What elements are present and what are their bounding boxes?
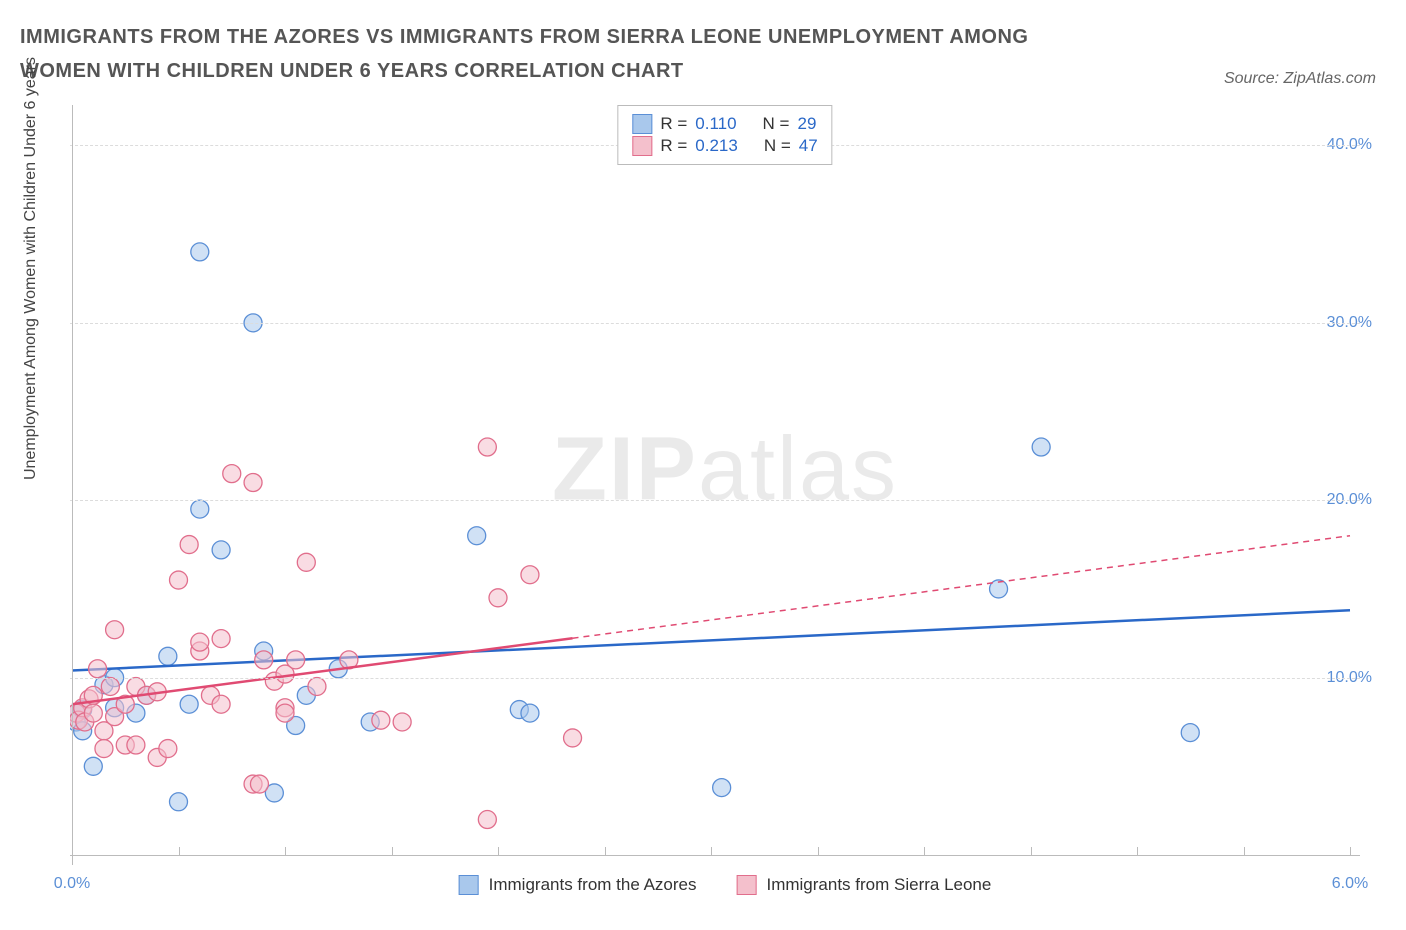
x-tick-mark: [498, 847, 499, 855]
y-axis-line: [72, 105, 73, 865]
data-point-sierra_leone: [308, 677, 326, 695]
data-point-sierra_leone: [106, 621, 124, 639]
data-point-azores: [1181, 724, 1199, 742]
x-tick-mark: [179, 847, 180, 855]
swatch-azores: [632, 114, 652, 134]
legend-row-sierra-leone: R = 0.213 N = 47: [632, 136, 817, 156]
legend-item-sierra-leone: Immigrants from Sierra Leone: [736, 875, 991, 895]
swatch-sierra-leone: [736, 875, 756, 895]
swatch-sierra-leone: [632, 136, 652, 156]
x-tick-mark: [1244, 847, 1245, 855]
x-tick-mark: [711, 847, 712, 855]
gridline: [70, 323, 1360, 324]
x-tick-mark: [1137, 847, 1138, 855]
data-point-azores: [84, 757, 102, 775]
correlation-legend: R = 0.110 N = 29 R = 0.213 N = 47: [617, 105, 832, 165]
x-tick-mark: [392, 847, 393, 855]
data-point-sierra_leone: [95, 740, 113, 758]
data-point-sierra_leone: [276, 704, 294, 722]
x-tick-label: 0.0%: [54, 875, 90, 893]
y-axis-label: Unemployment Among Women with Children U…: [22, 57, 40, 480]
data-point-sierra_leone: [127, 736, 145, 754]
chart-area: ZIPatlas R = 0.110 N = 29 R = 0.213 N = …: [70, 105, 1380, 865]
gridline: [70, 678, 1360, 679]
trendline-dashed-sierra_leone: [573, 536, 1350, 639]
data-point-azores: [170, 793, 188, 811]
data-point-azores: [159, 647, 177, 665]
data-point-azores: [212, 541, 230, 559]
data-point-azores: [191, 500, 209, 518]
x-tick-mark: [1031, 847, 1032, 855]
chart-title: IMMIGRANTS FROM THE AZORES VS IMMIGRANTS…: [20, 20, 1100, 88]
data-point-sierra_leone: [170, 571, 188, 589]
data-point-sierra_leone: [180, 536, 198, 554]
x-axis-line: [70, 855, 1360, 856]
data-point-sierra_leone: [159, 740, 177, 758]
data-point-sierra_leone: [212, 630, 230, 648]
data-point-sierra_leone: [223, 465, 241, 483]
data-point-azores: [1032, 438, 1050, 456]
data-point-azores: [191, 243, 209, 261]
data-point-sierra_leone: [564, 729, 582, 747]
data-point-sierra_leone: [521, 566, 539, 584]
data-point-sierra_leone: [255, 651, 273, 669]
x-tick-mark: [924, 847, 925, 855]
x-tick-label: 6.0%: [1332, 875, 1368, 893]
legend-row-azores: R = 0.110 N = 29: [632, 114, 817, 134]
x-tick-mark: [285, 847, 286, 855]
data-point-sierra_leone: [191, 633, 209, 651]
data-point-sierra_leone: [372, 711, 390, 729]
x-tick-mark: [605, 847, 606, 855]
data-point-sierra_leone: [287, 651, 305, 669]
data-point-azores: [521, 704, 539, 722]
x-tick-mark: [1350, 847, 1351, 855]
data-point-sierra_leone: [212, 695, 230, 713]
source-label: Source: ZipAtlas.com: [1224, 70, 1376, 88]
scatter-plot: [70, 105, 1380, 865]
data-point-azores: [468, 527, 486, 545]
swatch-azores: [459, 875, 479, 895]
data-point-sierra_leone: [84, 704, 102, 722]
data-point-azores: [713, 779, 731, 797]
data-point-sierra_leone: [478, 438, 496, 456]
data-point-sierra_leone: [244, 474, 262, 492]
data-point-azores: [180, 695, 198, 713]
legend-item-azores: Immigrants from the Azores: [459, 875, 697, 895]
data-point-sierra_leone: [393, 713, 411, 731]
x-tick-mark: [818, 847, 819, 855]
gridline: [70, 500, 1360, 501]
data-point-sierra_leone: [478, 811, 496, 829]
data-point-sierra_leone: [101, 677, 119, 695]
data-point-sierra_leone: [89, 660, 107, 678]
data-point-sierra_leone: [297, 553, 315, 571]
data-point-sierra_leone: [250, 775, 268, 793]
series-legend: Immigrants from the Azores Immigrants fr…: [459, 875, 992, 895]
data-point-sierra_leone: [489, 589, 507, 607]
